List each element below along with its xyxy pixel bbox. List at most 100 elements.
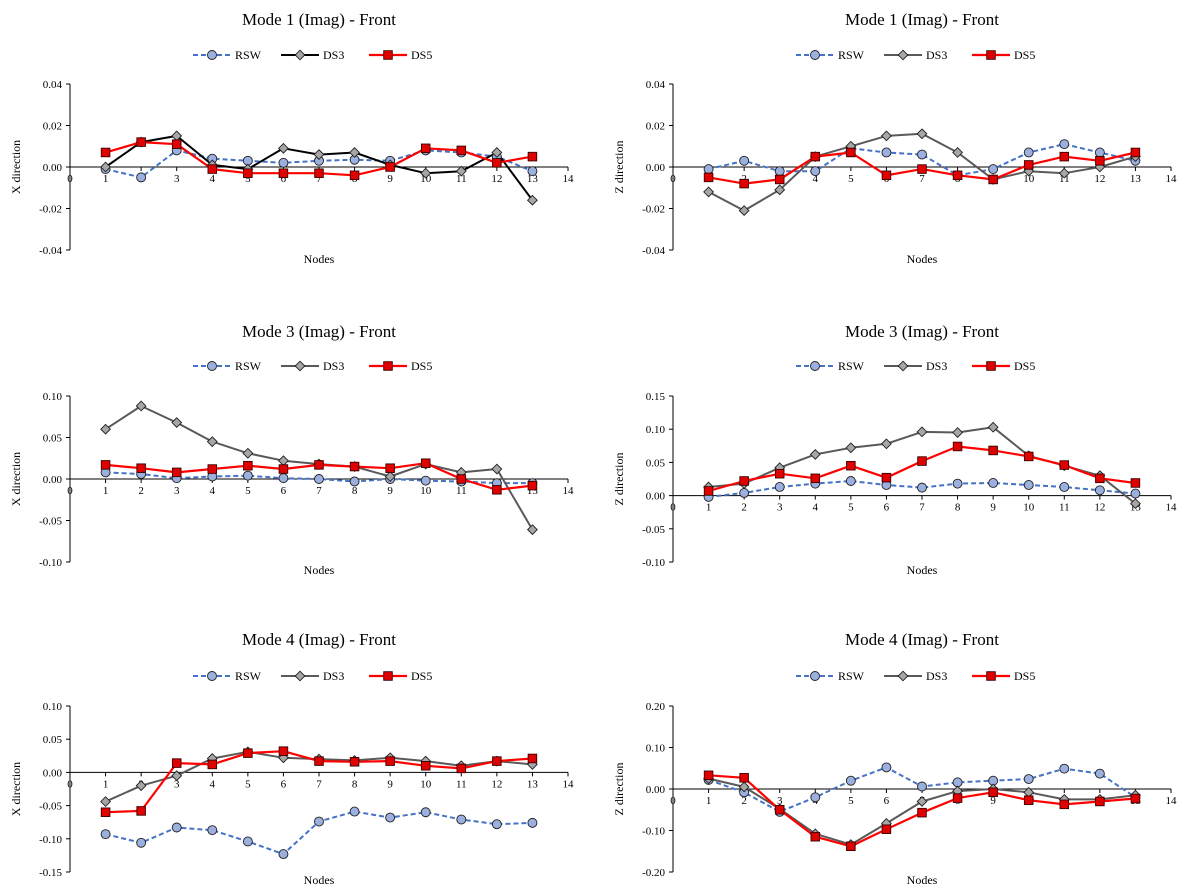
data-point-ds5 <box>703 486 714 496</box>
x-tick-label: 6 <box>884 795 890 807</box>
x-tick-label: 0 <box>670 502 676 514</box>
x-tick-label: 9 <box>990 795 996 807</box>
data-point-ds5 <box>349 461 360 472</box>
y-tick-label: 0.10 <box>646 424 666 436</box>
x-tick-label: 3 <box>174 778 180 790</box>
x-axis-label: Nodes <box>907 563 938 577</box>
x-tick-label: 2 <box>741 502 747 514</box>
y-tick-label: -0.05 <box>642 524 665 536</box>
x-tick-label: 0 <box>670 795 676 807</box>
data-point-ds5 <box>881 824 892 835</box>
x-tick-label: 0 <box>67 778 73 790</box>
data-point-ds5 <box>1023 451 1034 462</box>
data-point-rsw <box>136 837 147 848</box>
x-tick-label: 5 <box>848 795 854 807</box>
data-point-rsw <box>100 829 111 840</box>
x-tick-label: 8 <box>352 778 358 790</box>
legend-marker <box>810 671 820 681</box>
data-point-ds5 <box>527 753 538 764</box>
data-point-ds5 <box>917 164 927 174</box>
data-point-rsw <box>278 473 289 484</box>
legend-marker <box>897 670 909 682</box>
legend-marker <box>383 361 393 371</box>
data-point-ds3 <box>809 448 821 460</box>
x-tick-label: 3 <box>174 173 180 185</box>
data-point-ds3 <box>916 128 928 140</box>
data-point-ds5 <box>136 137 146 147</box>
data-point-rsw <box>1094 147 1105 158</box>
data-point-rsw <box>136 172 147 183</box>
data-point-ds3 <box>880 130 892 142</box>
data-point-ds3 <box>384 471 396 482</box>
data-point-ds5 <box>739 773 749 783</box>
data-point-ds3 <box>420 167 432 179</box>
x-tick-label: 5 <box>245 778 251 790</box>
data-point-ds5 <box>314 756 324 766</box>
x-tick-label: 7 <box>316 778 322 790</box>
data-point-ds3 <box>242 447 254 459</box>
data-point-ds5 <box>171 467 182 478</box>
y-tick-label: 0.10 <box>646 743 666 755</box>
x-tick-label: 5 <box>245 485 251 497</box>
data-point-ds5 <box>171 139 182 149</box>
data-point-ds5 <box>385 756 395 766</box>
y-tick-label: 0.15 <box>646 391 666 403</box>
legend: RSW DS3 DS5 <box>193 359 432 373</box>
data-point-ds5 <box>314 168 324 178</box>
chart-panel: Mode 1 (Imag) - Front RSW DS3 DS5 -0.04 -0.02… <box>612 10 1177 266</box>
x-tick-label: 11 <box>456 778 467 790</box>
data-point-rsw <box>527 166 538 177</box>
data-point-rsw <box>1023 147 1034 158</box>
x-tick-label: 10 <box>420 778 432 790</box>
legend-label: RSW <box>235 48 262 62</box>
data-point-ds5 <box>988 174 998 185</box>
data-point-ds5 <box>774 174 785 185</box>
x-tick-label: 11 <box>456 173 467 185</box>
x-tick-label: 11 <box>456 485 467 497</box>
x-tick-label: 0 <box>670 173 676 185</box>
data-point-rsw <box>881 762 892 773</box>
x-tick-label: 12 <box>1094 173 1105 185</box>
y-tick-label: 0.20 <box>646 701 666 713</box>
data-point-ds3 <box>491 463 503 475</box>
x-tick-label: 0 <box>67 173 73 185</box>
data-point-ds5 <box>243 168 253 178</box>
data-point-ds3 <box>987 421 999 433</box>
chart-panel: Mode 3 (Imag) - Front RSW DS3 DS5 -0.10 -0.05… <box>612 322 1177 577</box>
x-tick-label: 11 <box>1059 173 1070 185</box>
data-point-ds5 <box>774 805 785 815</box>
data-point-ds3 <box>135 780 147 792</box>
x-axis-label: Nodes <box>304 563 335 577</box>
data-point-rsw <box>917 482 927 493</box>
data-point-ds5 <box>420 761 431 771</box>
y-tick-label: 0.04 <box>646 79 666 91</box>
data-point-ds5 <box>100 460 111 470</box>
x-tick-label: 1 <box>706 795 712 807</box>
legend-marker <box>207 361 217 371</box>
data-point-rsw <box>456 814 467 825</box>
y-tick-label: 0.04 <box>43 79 63 91</box>
x-tick-label: 13 <box>527 778 539 790</box>
legend-marker <box>810 50 820 60</box>
data-point-rsw <box>845 775 856 786</box>
x-tick-label: 14 <box>563 485 575 497</box>
y-tick-label: 0.00 <box>646 784 666 796</box>
x-tick-label: 8 <box>955 502 961 514</box>
data-point-ds3 <box>349 147 361 158</box>
data-point-ds5 <box>420 458 431 468</box>
x-tick-label: 9 <box>387 173 393 185</box>
x-tick-label: 1 <box>103 173 109 185</box>
legend: RSW DS3 DS5 <box>796 48 1035 62</box>
data-point-ds5 <box>456 474 467 484</box>
data-point-rsw <box>385 812 396 823</box>
y-tick-label: 0.05 <box>43 433 63 445</box>
x-tick-label: 0 <box>67 485 73 497</box>
y-tick-label: 0.05 <box>43 734 63 746</box>
data-point-ds5 <box>349 170 360 181</box>
data-point-ds5 <box>1130 478 1141 488</box>
x-tick-label: 14 <box>1166 502 1178 514</box>
data-point-ds5 <box>420 143 431 154</box>
legend: RSW DS3 DS5 <box>796 669 1035 683</box>
chart-title: Mode 1 (Imag) - Front <box>242 10 396 29</box>
data-point-rsw <box>917 149 927 160</box>
